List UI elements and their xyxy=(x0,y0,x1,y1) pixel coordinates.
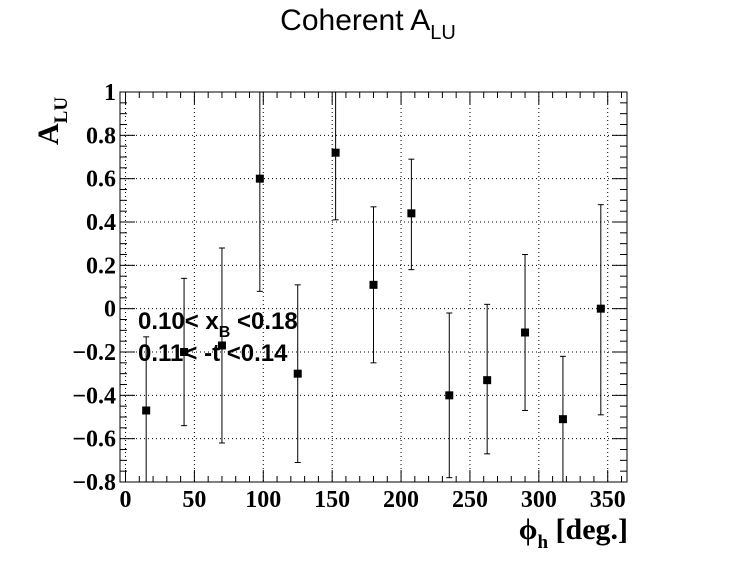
data-point xyxy=(558,415,567,424)
plot-frame xyxy=(119,91,628,483)
data-point xyxy=(217,341,226,350)
data-point xyxy=(331,148,340,157)
y-tick-label: −0.8 xyxy=(72,470,116,496)
annotation-t-range: 0.11< -t <0.14 xyxy=(138,340,288,367)
annotation-xb-range: 0.10< xB <0.18 xyxy=(138,308,298,341)
y-tick-label: 1 xyxy=(104,80,116,106)
data-point xyxy=(142,406,151,415)
data-points xyxy=(142,92,605,482)
y-tick-label: 0.6 xyxy=(86,167,116,193)
x-tick-label: 0 xyxy=(120,487,132,513)
x-tick-label: 200 xyxy=(383,487,419,513)
x-tick-label: 50 xyxy=(182,487,206,513)
data-point xyxy=(369,280,378,289)
y-tick-label: −0.6 xyxy=(72,427,116,453)
x-tick-label: 350 xyxy=(590,487,626,513)
y-tick-label: −0.4 xyxy=(72,383,116,409)
y-tick-label: 0.2 xyxy=(86,253,116,279)
data-point xyxy=(293,369,302,378)
y-tick-label: 0.8 xyxy=(86,123,116,149)
x-axis-title: ϕh [deg.] xyxy=(519,513,628,553)
x-tick-label: 150 xyxy=(314,487,350,513)
data-point xyxy=(445,391,454,400)
data-point xyxy=(255,174,264,183)
data-point xyxy=(596,304,605,313)
data-point xyxy=(521,328,530,337)
y-tick-label: 0 xyxy=(104,297,116,323)
data-point xyxy=(407,209,416,218)
x-tick-label: 300 xyxy=(521,487,557,513)
x-tick-labels: 0 50 100 150 200 250 300 350 xyxy=(120,487,626,513)
data-point xyxy=(180,348,189,356)
y-tick-labels: −0.8 −0.6 −0.4 −0.2 0 0.2 0.4 0.6 0.8 1 xyxy=(72,80,116,496)
x-tick-label: 100 xyxy=(245,487,281,513)
y-tick-label: −0.2 xyxy=(72,340,116,366)
data-point xyxy=(483,376,492,385)
x-tick-label: 250 xyxy=(452,487,488,513)
y-axis-title: ALU xyxy=(32,97,72,145)
chart-title: Coherent ALU xyxy=(280,4,456,44)
y-tick-label: 0.4 xyxy=(86,210,116,236)
